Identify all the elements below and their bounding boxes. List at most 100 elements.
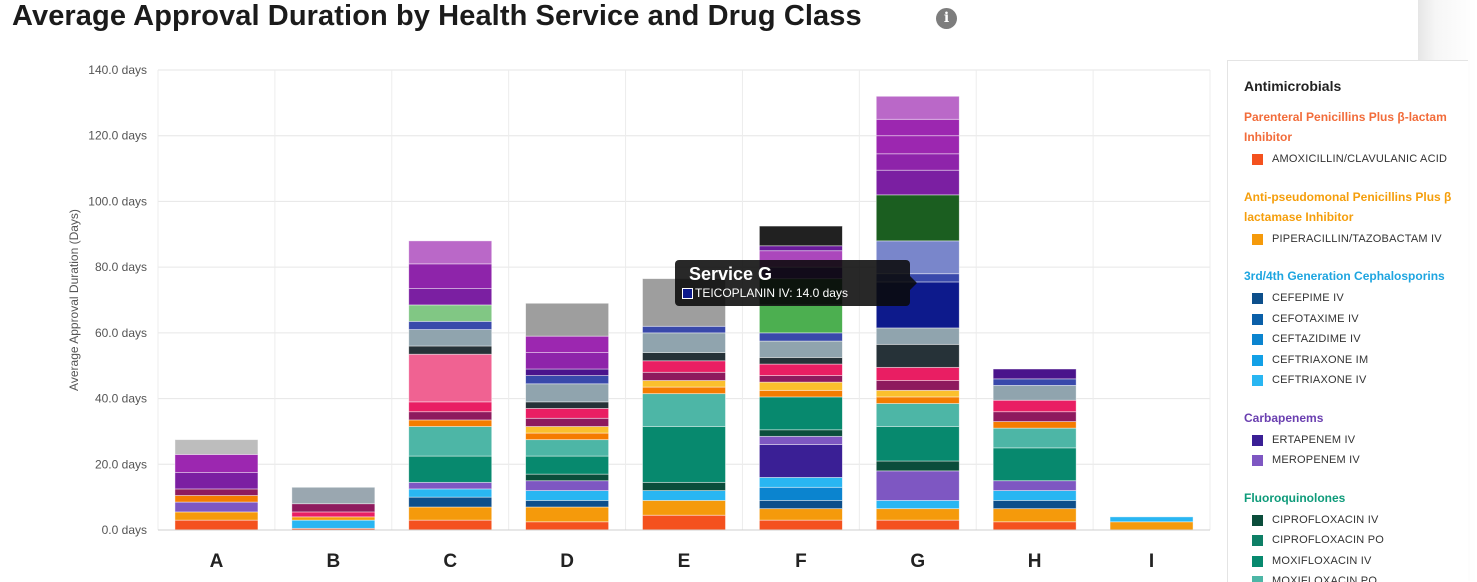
bar-segment[interactable] — [291, 486, 376, 505]
bar-segment[interactable] — [525, 480, 610, 491]
bar-segment[interactable] — [291, 503, 376, 513]
bar-segment[interactable] — [992, 447, 1077, 482]
bar-segment[interactable] — [758, 486, 843, 501]
bar-segment[interactable] — [875, 500, 960, 510]
bar-segment[interactable] — [174, 439, 259, 455]
bar-segment[interactable] — [758, 519, 843, 531]
bar-segment[interactable] — [992, 421, 1077, 429]
bar-segment[interactable] — [525, 521, 610, 531]
bar-segment[interactable] — [875, 194, 960, 242]
bar-segment[interactable] — [992, 368, 1077, 380]
bar-segment[interactable] — [525, 439, 610, 457]
bar-segment[interactable] — [642, 360, 726, 373]
bar-segment[interactable] — [174, 488, 259, 496]
bar-segment[interactable] — [525, 352, 610, 370]
bar-segment[interactable] — [408, 519, 493, 531]
bar-segment[interactable] — [525, 432, 610, 441]
bar-segment[interactable] — [758, 332, 843, 342]
bar-segment[interactable] — [758, 444, 843, 478]
bar-segment[interactable] — [875, 470, 960, 501]
bar-segment[interactable] — [408, 288, 493, 306]
bar-segment[interactable] — [408, 240, 493, 265]
bar-segment[interactable] — [758, 429, 843, 437]
bar-segment[interactable] — [642, 352, 726, 362]
bar-segment[interactable] — [525, 490, 610, 501]
bar-segment[interactable] — [408, 426, 493, 457]
bar-segment[interactable] — [642, 481, 726, 491]
bar-segment[interactable] — [408, 411, 493, 421]
bar-segment[interactable] — [758, 500, 843, 510]
bar-segment[interactable] — [408, 345, 493, 355]
bar-segment[interactable] — [992, 500, 1077, 510]
bar-segment[interactable] — [525, 473, 610, 482]
bar-segment[interactable] — [642, 490, 726, 501]
bar-segment[interactable] — [408, 263, 493, 289]
bar-segment[interactable] — [642, 325, 726, 334]
bar-segment[interactable] — [758, 245, 843, 252]
bar-segment[interactable] — [525, 506, 610, 523]
bar-segment[interactable] — [525, 401, 610, 409]
bar-segment[interactable] — [525, 302, 610, 337]
bar-segment[interactable] — [408, 455, 493, 483]
bar-segment[interactable] — [408, 496, 493, 508]
bar-segment[interactable] — [408, 320, 493, 330]
bar-segment[interactable] — [992, 490, 1077, 501]
bar-segment[interactable] — [992, 411, 1077, 422]
bar-segment[interactable] — [642, 426, 726, 483]
bar-segment[interactable] — [291, 516, 376, 521]
bar-segment[interactable] — [875, 343, 960, 368]
bar-segment[interactable] — [291, 511, 376, 518]
bar-segment[interactable] — [875, 519, 960, 531]
bar-segment[interactable] — [174, 501, 259, 513]
bar-segment[interactable] — [174, 519, 259, 531]
bar-segment[interactable] — [525, 368, 610, 376]
bar-segment[interactable] — [642, 380, 726, 388]
bar-segment[interactable] — [408, 488, 493, 498]
bar-segment[interactable] — [525, 500, 610, 508]
bar-segment[interactable] — [408, 419, 493, 427]
bar-segment[interactable] — [992, 378, 1077, 386]
bar-segment[interactable] — [408, 329, 493, 347]
bar-segment[interactable] — [525, 455, 610, 475]
bar-segment[interactable] — [174, 454, 259, 473]
bar-segment[interactable] — [875, 426, 960, 462]
bar-segment[interactable] — [875, 327, 960, 345]
bar-segment[interactable] — [875, 169, 960, 196]
bar-segment[interactable] — [408, 353, 493, 403]
bar-segment[interactable] — [758, 508, 843, 521]
bar-segment[interactable] — [758, 304, 843, 334]
bar-segment[interactable] — [992, 427, 1077, 449]
bar-segment[interactable] — [758, 435, 843, 445]
bar-segment[interactable] — [525, 426, 610, 434]
bar-segment[interactable] — [875, 460, 960, 472]
bar-segment[interactable] — [642, 332, 726, 353]
bar-segment[interactable] — [875, 508, 960, 521]
bar-segment[interactable] — [408, 481, 493, 490]
bar-segment[interactable] — [174, 511, 259, 521]
bar-segment[interactable] — [875, 366, 960, 381]
bar-segment[interactable] — [1109, 516, 1194, 523]
bar-segment[interactable] — [525, 375, 610, 385]
bar-segment[interactable] — [875, 118, 960, 137]
bar-segment[interactable] — [992, 521, 1077, 531]
bar-segment[interactable] — [875, 396, 960, 404]
info-icon[interactable]: i — [936, 8, 957, 29]
bar-segment[interactable] — [992, 480, 1077, 491]
bar-segment[interactable] — [525, 417, 610, 427]
bar-segment[interactable] — [758, 375, 843, 383]
bar-segment[interactable] — [408, 304, 493, 322]
bar-segment[interactable] — [758, 357, 843, 365]
bar-segment[interactable] — [291, 519, 376, 529]
bar-segment[interactable] — [642, 386, 726, 395]
bar-segment[interactable] — [758, 396, 843, 431]
bar-segment[interactable] — [642, 371, 726, 381]
bar-segment[interactable] — [992, 508, 1077, 523]
bar-segment[interactable] — [875, 95, 960, 120]
bar-segment[interactable] — [875, 389, 960, 398]
bar-segment[interactable] — [408, 401, 493, 413]
bar-segment[interactable] — [875, 135, 960, 155]
bar-segment[interactable] — [758, 340, 843, 358]
bar-segment[interactable] — [875, 153, 960, 171]
bar-segment[interactable] — [408, 506, 493, 521]
bar-segment[interactable] — [525, 383, 610, 403]
